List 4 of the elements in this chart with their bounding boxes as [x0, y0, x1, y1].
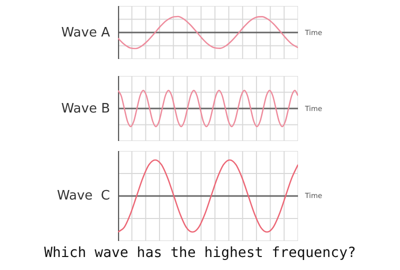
text: Wave B [61, 101, 110, 116]
text: Which wave has the highest frequency? [43, 245, 357, 261]
text: Wave A [61, 25, 110, 40]
text: Wave C [56, 188, 110, 204]
